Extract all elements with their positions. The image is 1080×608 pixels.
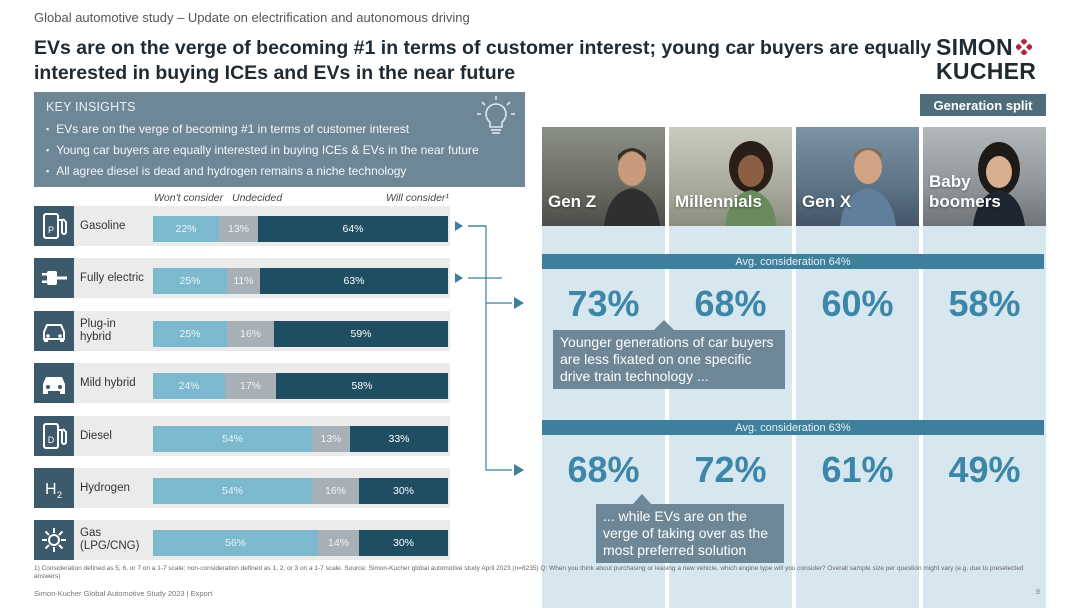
millennials-photo: Millennials — [669, 127, 792, 226]
bar-row-label: Hydrogen — [80, 481, 130, 494]
svg-text:D: D — [48, 435, 55, 445]
chevron-right-icon — [455, 221, 463, 231]
footnote: 1) Consideration defined as 5, 6, or 7 o… — [34, 565, 1024, 580]
bar-segment: 16% — [312, 478, 359, 504]
bar-segment: 14% — [318, 530, 359, 556]
bar-row: Plug-in hybrid 25% 16% 59% — [34, 311, 450, 351]
insight-item: EVs are on the verge of becoming #1 in t… — [46, 119, 513, 140]
chevron-right-icon — [455, 273, 463, 283]
lightbulb-icon — [477, 96, 515, 134]
bar-row-label: Diesel — [80, 429, 112, 442]
bar-segment: 25% — [153, 321, 227, 347]
generation-split-label: Generation split — [920, 94, 1046, 116]
gen-name: Gen X — [802, 192, 852, 211]
bar-segment: 16% — [227, 321, 274, 347]
logo-diamonds-icon — [1015, 39, 1032, 55]
gas-flame-icon — [34, 520, 74, 560]
bar-segment: 64% — [258, 216, 448, 242]
person-icon — [725, 141, 777, 226]
person-icon — [840, 148, 896, 226]
bar-row-label: Plug-in hybrid — [80, 318, 116, 343]
gen-ev-pct: 68% — [567, 449, 640, 490]
gen-ev-pct: 61% — [821, 449, 894, 490]
svg-text:H: H — [45, 481, 57, 498]
logo-line2: KUCHER — [936, 58, 1037, 84]
page-title: EVs are on the verge of becoming #1 in t… — [34, 37, 932, 84]
baby-boomers-photo: Baby boomers — [923, 127, 1046, 226]
bar-segment: 22% — [153, 216, 219, 242]
callout-younger: Younger generations of car buyers are le… — [553, 330, 785, 389]
logo-line1: SIMON — [936, 34, 1013, 60]
bar-row-label: Mild hybrid — [80, 376, 136, 389]
bar-segment: 54% — [153, 426, 312, 452]
gen-z-photo: Gen Z — [542, 127, 665, 226]
gen-ev-pct: 72% — [694, 449, 767, 490]
avg-band-ev: Avg. consideration 63% — [542, 420, 1044, 435]
gen-ice-pct: 73% — [567, 283, 640, 324]
bar-segment: 58% — [276, 373, 448, 399]
bar-segment: 13% — [219, 216, 258, 242]
bar-segment: 30% — [359, 530, 448, 556]
gen-name: Gen Z — [548, 192, 597, 211]
fuel-pump-p-icon: P — [34, 206, 74, 246]
svg-text:P: P — [48, 225, 54, 235]
bar-row: Mild hybrid 24% 17% 58% — [34, 363, 450, 403]
footer-source: Simon-Kucher Global Automotive Study 202… — [34, 589, 213, 598]
bar-segment: 59% — [274, 321, 448, 347]
bar-row: P Gasoline 22% 13% 64% — [34, 206, 450, 246]
bar-row: H 2 Hydrogen 54% 16% 30% — [34, 468, 450, 508]
bar-segment: 54% — [153, 478, 312, 504]
bar-row-label: Gasoline — [80, 219, 126, 232]
car-icon — [34, 363, 74, 403]
bar-row: Gas (LPG/CNG) 56% 14% 30% — [34, 520, 450, 560]
col-head-wont: Won't consider — [154, 192, 224, 204]
key-insights-heading: KEY INSIGHTS — [46, 100, 136, 114]
bar-segment: 13% — [312, 426, 350, 452]
bar-row: D Diesel 54% 13% 33% — [34, 416, 450, 456]
chevron-right-icon — [514, 464, 524, 476]
kicker: Global automotive study – Update on elec… — [34, 10, 470, 25]
logo: SIMON KUCHER — [936, 35, 1056, 83]
car-plug-icon — [34, 311, 74, 351]
insight-item: Young car buyers are equally interested … — [46, 140, 513, 161]
bar-row: Fully electric 25% 11% 63% — [34, 258, 450, 298]
gen-ice-pct: 60% — [821, 283, 894, 324]
avg-band-ice: Avg. consideration 64% — [542, 254, 1044, 269]
bar-segment: 56% — [153, 530, 318, 556]
callout-evs: ... while EVs are on the verge of taking… — [596, 504, 784, 563]
bar-segment: 17% — [225, 373, 276, 399]
gen-name: Millennials — [675, 192, 762, 211]
key-insights-box: KEY INSIGHTS EVs are on the verge of bec… — [34, 92, 525, 187]
col-head-will: Will consider¹ — [386, 192, 449, 204]
gen-name: Baby boomers — [929, 172, 1001, 211]
gen-ice-pct: 58% — [948, 283, 1021, 324]
col-head-undecided: Undecided — [232, 192, 283, 204]
gen-ice-pct: 68% — [694, 283, 767, 324]
bar-segment: 30% — [359, 478, 448, 504]
bar-row-label: Fully electric — [80, 271, 144, 284]
person-icon — [604, 148, 660, 226]
page-number: 9 — [1036, 589, 1040, 596]
bar-row-label: Gas (LPG/CNG) — [80, 527, 140, 552]
fuel-pump-d-icon: D — [34, 416, 74, 456]
gen-x-photo: Gen X — [796, 127, 919, 226]
bar-segment: 63% — [260, 268, 448, 294]
svg-text:2: 2 — [57, 490, 62, 500]
chevron-right-icon — [514, 297, 524, 309]
gen-ev-pct: 49% — [948, 449, 1021, 490]
plug-icon — [34, 258, 74, 298]
person-icon — [973, 142, 1025, 226]
bar-segment: 24% — [153, 373, 225, 399]
insight-item: All agree diesel is dead and hydrogen re… — [46, 161, 513, 182]
bar-segment: 11% — [227, 268, 260, 294]
bar-segment: 33% — [350, 426, 448, 452]
bar-segment: 25% — [153, 268, 227, 294]
